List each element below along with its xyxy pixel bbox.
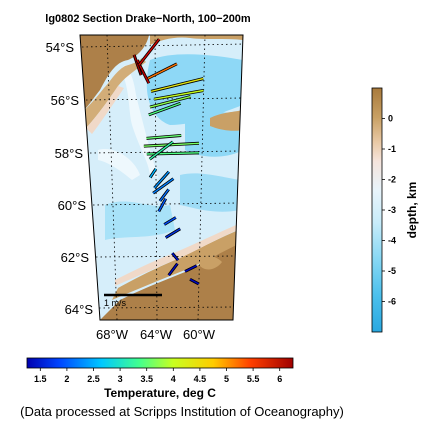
shelf-south-america [80, 58, 146, 132]
credit-text: (Data processed at Scripps Institution o… [20, 404, 344, 419]
graticule [81, 35, 243, 320]
velocity-vector [153, 89, 204, 100]
temperature-tick-label: 4 [171, 374, 176, 384]
velocity-vector [152, 178, 174, 194]
temperature-tick-label: 2 [64, 374, 69, 384]
velocity-vector [146, 134, 182, 140]
velocity-vector [163, 216, 177, 226]
scale-vector-label: 1 m/s [104, 298, 127, 308]
deep-water [105, 201, 175, 240]
temperature-tick-label: 2.5 [87, 374, 100, 384]
depth-tick-label: -1 [388, 144, 396, 154]
temperature-tick-label: 5 [224, 374, 229, 384]
lat-label: 62°S [61, 250, 90, 265]
slope-south-america [86, 86, 124, 134]
velocity-vector [159, 188, 170, 202]
temperature-tick-label: 1.5 [34, 374, 47, 384]
temperature-tick-label: 3 [118, 374, 123, 384]
lon-labels: 68°W 64°W 60°W [96, 327, 216, 342]
lat-label: 58°S [55, 146, 84, 161]
velocity-vector [158, 198, 167, 212]
lat-label: 56°S [51, 93, 80, 108]
lat-label: 54°S [46, 40, 75, 55]
lon-label: 60°W [183, 327, 216, 342]
depth-tick-label: -6 [388, 297, 396, 307]
depth-colorbar-label: depth, km [405, 182, 419, 239]
velocity-vector [150, 77, 204, 93]
depth-tick-label: -4 [388, 236, 396, 246]
velocity-vector [149, 141, 174, 160]
lat-label: 60°S [58, 198, 87, 213]
depth-tick-label: -5 [388, 266, 396, 276]
shallow-ridge [98, 149, 140, 180]
velocity-vector [148, 102, 181, 116]
velocity-vector [149, 168, 157, 178]
velocity-vector [147, 63, 178, 79]
chart-title: lg0802 Section Drake−North, 100−200m [45, 13, 251, 25]
land-east-coast [210, 110, 243, 131]
lon-label: 68°W [96, 327, 129, 342]
velocity-vector [133, 54, 142, 76]
velocity-vector [153, 171, 170, 189]
land-south-america [80, 35, 150, 115]
temperature-tick-label: 4.5 [194, 374, 207, 384]
depth-tick-label: 0 [388, 114, 393, 124]
temperature-colorbar-bar [26, 357, 294, 369]
slope-antarctica [115, 222, 243, 286]
depth-tick-label: -2 [388, 175, 396, 185]
depth-colorbar-bar [371, 87, 383, 333]
map-panel: 1 m/s [80, 35, 243, 320]
land-antarctica [100, 240, 243, 320]
velocity-vector [168, 263, 178, 276]
temperature-tick-label: 5.5 [247, 374, 260, 384]
lat-labels: 54°S 56°S 58°S 60°S 62°S 64°S [46, 40, 94, 317]
shallow-ridge [120, 65, 158, 178]
lat-label: 64°S [65, 302, 94, 317]
shelf-south-america [150, 35, 243, 45]
velocity-vector [171, 252, 179, 261]
velocity-vector [149, 95, 191, 108]
map-frame [79, 34, 244, 321]
depth-colorbar: 0 -1 -2 -3 -4 -5 -6 depth, km [371, 87, 419, 333]
temperature-tick-label: 3.5 [140, 374, 153, 384]
temperature-colorbar-ticks: 1.5 2 2.5 3 3.5 4 4.5 5 5.5 6 [34, 368, 282, 384]
velocity-vector [184, 265, 197, 273]
velocity-vector [138, 38, 160, 66]
depth-colorbar-ticks: 0 -1 -2 -3 -4 -5 -6 [382, 114, 396, 307]
velocity-vector [165, 228, 181, 239]
velocity-vectors [132, 38, 204, 286]
depth-tick-label: -3 [388, 205, 396, 215]
temperature-colorbar-label: Temperature, deg C [104, 386, 216, 400]
temperature-tick-label: 6 [277, 374, 282, 384]
deep-water [180, 173, 240, 212]
velocity-vector [189, 278, 200, 285]
lon-label: 64°W [140, 327, 173, 342]
land-island [200, 255, 222, 270]
temperature-colorbar: 1.5 2 2.5 3 3.5 4 4.5 5 5.5 6 Temperature, deg C [26, 357, 294, 400]
